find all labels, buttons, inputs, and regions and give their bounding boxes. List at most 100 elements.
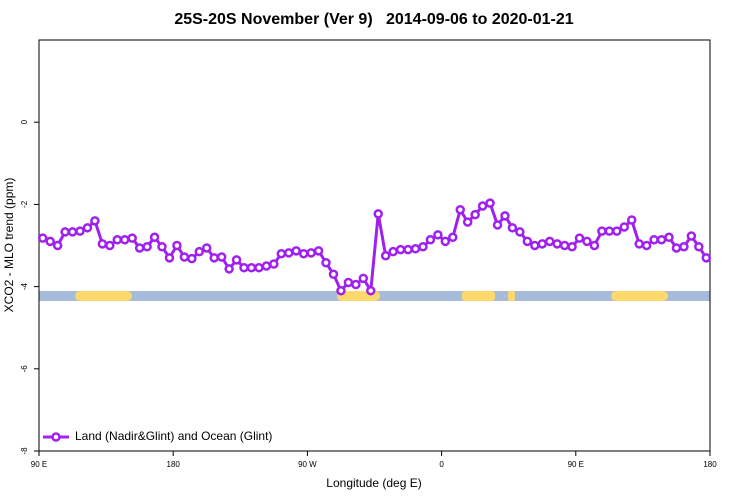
data-point bbox=[582, 236, 592, 247]
data-point bbox=[380, 251, 391, 261]
data-point bbox=[507, 223, 518, 233]
y-axis-label: XCO2 - MLO trend (ppm) bbox=[2, 178, 16, 313]
data-point bbox=[90, 216, 100, 226]
data-point bbox=[97, 239, 108, 249]
data-point bbox=[246, 262, 257, 273]
data-point bbox=[373, 209, 383, 219]
data-point bbox=[194, 246, 205, 257]
data-point bbox=[37, 233, 48, 243]
data-point bbox=[313, 246, 324, 256]
y-tick-label: -2 bbox=[20, 200, 29, 208]
legend-marker bbox=[51, 432, 61, 442]
data-point bbox=[552, 239, 562, 249]
data-point bbox=[157, 241, 167, 252]
data-point bbox=[544, 236, 555, 247]
data-point bbox=[455, 204, 465, 215]
data-point bbox=[105, 240, 115, 251]
data-point bbox=[626, 215, 637, 225]
y-tick-label: -6 bbox=[20, 365, 29, 373]
data-point bbox=[530, 240, 540, 251]
data-point bbox=[172, 240, 182, 251]
data-point bbox=[597, 226, 607, 236]
data-point bbox=[45, 236, 55, 247]
data-point bbox=[261, 261, 272, 271]
data-point bbox=[418, 241, 428, 252]
data-point bbox=[239, 262, 249, 273]
data-point bbox=[328, 269, 339, 280]
data-point bbox=[224, 264, 234, 274]
y-tick-label: 0 bbox=[20, 119, 29, 124]
data-point bbox=[649, 234, 659, 245]
data-point bbox=[500, 211, 510, 221]
data-point bbox=[291, 246, 301, 256]
land-band bbox=[508, 291, 515, 301]
data-point bbox=[679, 241, 689, 252]
data-point bbox=[492, 220, 503, 230]
data-point bbox=[701, 253, 712, 263]
data-point bbox=[366, 285, 376, 296]
data-point bbox=[321, 258, 331, 268]
land-ocean-band bbox=[39, 291, 710, 301]
y-tick-label: -4 bbox=[20, 282, 29, 290]
land-band bbox=[611, 291, 668, 301]
data-point bbox=[202, 243, 212, 253]
data-point bbox=[656, 234, 667, 245]
x-tick-label: 90 W bbox=[298, 460, 317, 469]
data-point bbox=[485, 198, 495, 208]
data-point bbox=[604, 226, 615, 236]
data-point bbox=[522, 236, 533, 247]
x-tick-label: 0 bbox=[439, 460, 444, 469]
chart-title: 25S-20S November (Ver 9) 2014-09-06 to 2… bbox=[174, 11, 573, 28]
data-point bbox=[75, 226, 85, 236]
data-point bbox=[634, 239, 644, 249]
data-point bbox=[179, 252, 190, 262]
x-tick-label: 180 bbox=[167, 460, 181, 469]
data-point bbox=[589, 240, 600, 251]
data-point bbox=[403, 244, 413, 255]
data-point bbox=[537, 239, 547, 249]
data-point bbox=[142, 241, 152, 252]
data-point bbox=[388, 246, 398, 257]
land-band bbox=[462, 291, 495, 301]
data-point bbox=[67, 227, 78, 237]
legend-label: Land (Nadir&Glint) and Ocean (Glint) bbox=[75, 429, 272, 443]
data-point bbox=[336, 285, 346, 296]
data-point bbox=[664, 232, 674, 243]
data-point bbox=[254, 262, 264, 273]
data-point bbox=[440, 236, 451, 247]
x-tick-label: 180 bbox=[703, 460, 717, 469]
plot-frame bbox=[38, 39, 711, 452]
x-tick-label: 90 E bbox=[31, 460, 47, 469]
data-point bbox=[410, 244, 421, 254]
data-point bbox=[127, 233, 137, 243]
data-point bbox=[306, 248, 316, 258]
x-axis-label: Longitude (deg E) bbox=[326, 476, 421, 490]
data-point bbox=[216, 252, 227, 262]
data-point bbox=[694, 241, 704, 252]
data-point bbox=[686, 231, 697, 241]
data-point bbox=[671, 243, 682, 253]
data-point bbox=[134, 243, 145, 253]
data-point bbox=[276, 248, 287, 259]
data-point bbox=[187, 253, 197, 264]
data-point bbox=[395, 244, 406, 255]
data-point bbox=[112, 234, 123, 245]
data-point bbox=[462, 217, 473, 227]
data-point bbox=[269, 259, 279, 269]
data-point bbox=[52, 240, 63, 251]
data-point bbox=[351, 279, 361, 290]
data-point bbox=[477, 201, 488, 211]
y-tick-label: -8 bbox=[20, 447, 29, 455]
data-point bbox=[448, 232, 458, 243]
data-point bbox=[60, 227, 70, 237]
data-point bbox=[231, 255, 242, 265]
data-point bbox=[298, 248, 309, 259]
data-point bbox=[425, 234, 436, 245]
land-band bbox=[75, 291, 132, 301]
data-point bbox=[164, 253, 175, 263]
data-point bbox=[343, 277, 354, 288]
data-point bbox=[470, 209, 480, 220]
data-point bbox=[612, 226, 622, 236]
data-point bbox=[641, 240, 652, 251]
